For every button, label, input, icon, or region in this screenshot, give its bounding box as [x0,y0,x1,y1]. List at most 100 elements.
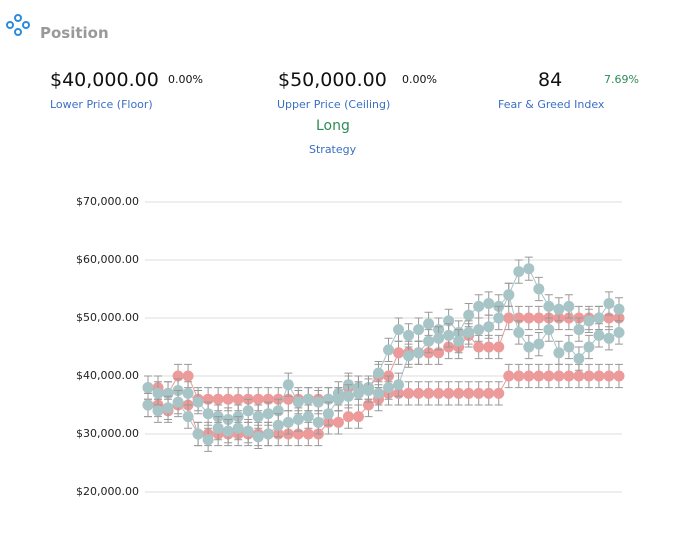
data-point [142,399,154,411]
data-point [372,387,384,399]
data-point [613,327,625,338]
data-point [342,411,354,423]
data-point [282,379,294,391]
y-tick-label: $40,000.00 [76,369,139,382]
data-point [403,350,415,362]
stat-value: 84 [538,69,563,91]
data-point [583,315,595,327]
data-point [473,324,485,336]
strategy-label: Strategy [309,143,357,156]
data-point [302,411,314,423]
data-point [573,324,585,336]
data-point [563,341,575,353]
data-point [523,341,535,353]
data-point [272,419,284,431]
data-point [493,312,505,324]
data-point [463,309,475,321]
data-point [202,408,214,420]
data-point [563,300,575,312]
data-point [423,335,435,347]
data-point [322,408,334,420]
y-tick-label: $50,000.00 [76,311,139,324]
data-point [473,387,485,399]
data-point [613,303,625,315]
data-point [252,393,264,405]
data-point [312,416,324,428]
data-point [583,341,595,353]
data-point [252,431,264,443]
data-point [503,289,515,301]
data-point [493,341,505,353]
data-point [242,405,254,417]
data-point [463,387,475,399]
data-point [312,396,324,408]
data-point [413,387,425,399]
data-point [262,428,274,440]
data-point [172,396,184,408]
position-icon [6,14,30,36]
y-tick-label: $70,000.00 [76,195,139,208]
data-point [603,298,615,309]
data-point [182,387,194,399]
data-point [543,370,555,382]
data-point [563,370,575,382]
data-point [593,329,605,341]
strategy-value: Long [316,118,350,134]
data-point [533,338,545,350]
data-point [393,379,405,391]
data-point [473,341,485,353]
data-point [573,353,585,365]
data-point [232,422,244,434]
data-point [433,332,445,344]
data-point [423,318,435,330]
data-point [483,387,495,399]
data-point [523,263,535,275]
data-point [192,428,204,440]
data-point [152,387,164,399]
data-point [142,382,154,394]
header-title: Position [40,24,109,42]
data-point [413,347,425,359]
data-point [292,396,304,408]
data-point [523,312,535,324]
data-point [473,300,485,312]
data-point [403,387,415,399]
stat-label: Upper Price (Ceiling) [277,98,391,111]
stat-label: Lower Price (Floor) [50,98,153,111]
y-tick-label: $20,000.00 [76,485,139,498]
data-point [222,393,234,405]
data-point [553,370,565,382]
data-point [553,347,565,359]
data-point [533,283,545,295]
stat-value: $50,000.00 [278,69,387,91]
data-point [232,393,244,405]
data-point [463,327,475,338]
data-point [603,332,615,344]
data-point [483,341,495,353]
y-tick-label: $30,000.00 [76,427,139,440]
data-point [352,387,364,399]
data-point [302,428,314,440]
data-point [413,324,425,336]
data-point [152,405,164,417]
stat-label: Fear & Greed Index [498,98,605,111]
data-point [603,370,615,382]
data-point [613,370,625,382]
data-point [543,324,555,336]
data-point [503,312,515,324]
data-point [212,393,224,405]
y-tick-label: $60,000.00 [76,253,139,266]
data-point [593,370,605,382]
stat-value: $40,000.00 [50,69,159,91]
data-point [222,425,234,437]
data-point [433,387,445,399]
data-point [383,382,395,394]
stat-change: 0.00% [402,73,437,86]
data-point [403,329,415,341]
data-point [342,390,354,402]
data-point [372,367,384,379]
data-point [513,370,525,382]
data-point [513,266,525,278]
data-point [212,422,224,434]
